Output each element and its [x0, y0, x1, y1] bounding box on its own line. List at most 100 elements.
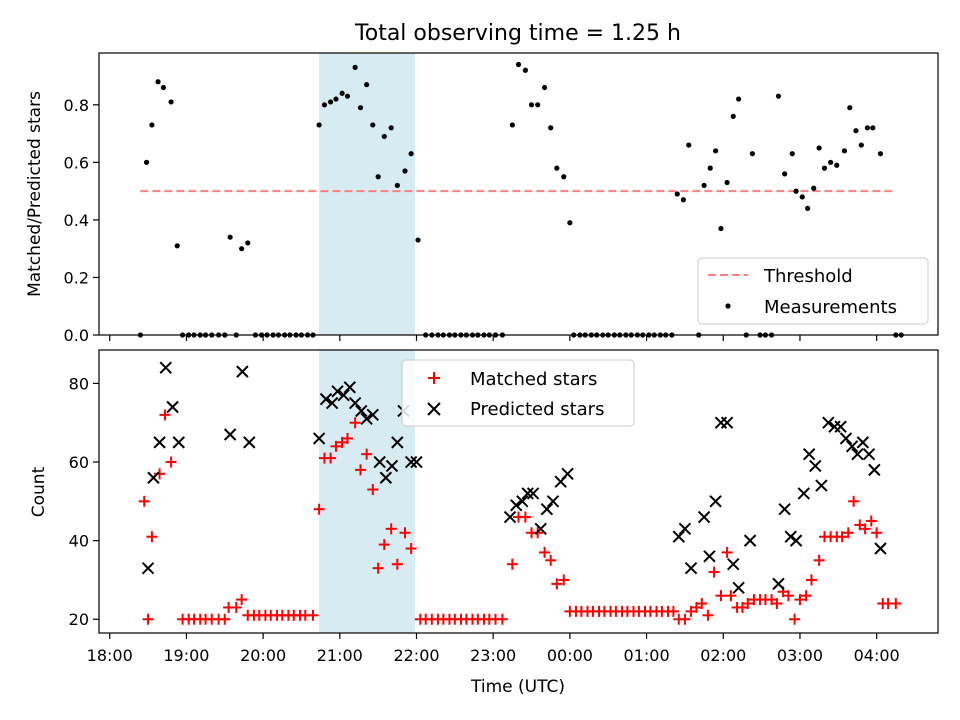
predicted-stars-point [521, 487, 534, 500]
matched-stars-point [558, 574, 570, 586]
predicted-stars-point [385, 459, 399, 473]
measurement-point [730, 113, 736, 119]
matched-stars-point [794, 594, 806, 606]
y-tick-label: 20 [69, 610, 89, 629]
matched-stars-point [165, 456, 177, 468]
predicted-stars-point [319, 392, 333, 406]
measurement-point [321, 102, 328, 108]
measurement-point [364, 82, 370, 88]
bottom-y-ticks: 20 40 60 80 [69, 374, 99, 629]
predicted-stars-point [343, 381, 356, 394]
top-y-ticks: 0.0 0.2 0.4 0.6 0.8 [64, 96, 99, 345]
matched-stars-point [399, 527, 411, 539]
y-tick-label: 0.8 [64, 96, 89, 115]
x-tick-label: 22:00 [393, 646, 439, 665]
measurement-point [227, 234, 233, 240]
measurement-point [509, 122, 515, 128]
legend-predicted-label: Predicted stars [470, 399, 604, 420]
bottom-axes-frame [98, 349, 939, 634]
legend-predicted-swatch [427, 402, 441, 416]
measurement-point [328, 99, 334, 105]
measurement-point [718, 225, 724, 232]
y-tick-label: 40 [69, 532, 89, 551]
measurement-point [858, 142, 864, 148]
matched-stars-point [367, 484, 379, 496]
measurement-point [561, 174, 567, 180]
measurement-point [535, 102, 541, 108]
measurement-point [149, 122, 155, 128]
predicted-stars-point [845, 440, 859, 453]
predicted-stars-point [561, 467, 574, 481]
predicted-stars-point [355, 404, 368, 418]
bottom-legend-box [401, 359, 635, 427]
matched-stars-point [230, 601, 242, 613]
measurement-point [333, 96, 339, 102]
matched-stars-point [842, 527, 854, 539]
predicted-stars-point [784, 530, 797, 543]
matched-stars-point [405, 542, 417, 554]
measurement-point [339, 90, 345, 96]
matched-stars-point [679, 613, 691, 625]
y-tick-label: 0.6 [64, 153, 89, 172]
measurement-point [799, 194, 805, 200]
predicted-stars-point [159, 361, 172, 374]
legend-measurements-label: Measurements [764, 297, 897, 318]
measurement-point [870, 125, 876, 131]
measurement-point [674, 191, 680, 197]
matched-stars-point [154, 468, 166, 480]
measurement-point [344, 93, 351, 99]
matched-stars-point [715, 590, 727, 602]
legend-threshold-label: Threshold [763, 266, 853, 287]
predicted-stars-point [223, 428, 237, 441]
measurement-point [821, 165, 828, 171]
predicted-stars-point [672, 530, 685, 543]
matched-stars-point [742, 598, 754, 610]
bottom-y-axis-label: Count [29, 466, 49, 517]
predicted-stars-point [714, 416, 728, 429]
predicted-stars-point [822, 416, 835, 429]
bottom-plot [138, 361, 902, 625]
measurement-point [793, 188, 799, 194]
measurement-point [789, 151, 795, 157]
predicted-stars-point [772, 577, 785, 591]
predicted-stars-point [153, 436, 166, 449]
x-tick-label: 04:00 [854, 646, 900, 665]
predicted-stars-point [809, 459, 822, 473]
matched-stars-point [372, 562, 384, 574]
predicted-stars-point [834, 420, 847, 433]
predicted-stars-point [366, 408, 379, 422]
matched-stars-point [702, 609, 714, 621]
matched-stars-point [848, 495, 860, 507]
predicted-stars-point [337, 388, 350, 402]
predicted-stars-point [678, 522, 692, 536]
measurement-point [375, 174, 381, 180]
matched-stars-point [146, 531, 158, 543]
x-tick-label: 01:00 [624, 646, 670, 665]
x-tick-label: 18:00 [87, 646, 133, 665]
predicted-stars-point [839, 432, 853, 445]
bottom-shaded-span [319, 350, 415, 633]
measurement-point [515, 61, 522, 68]
top-panel: 0.00.20.40.60.8 Matched/Predicted stars … [25, 52, 939, 345]
measurement-point [853, 128, 859, 134]
matched-stars-point [721, 546, 733, 558]
predicted-stars-point [166, 400, 179, 414]
chart-title: Total observing time = 1.25 h [354, 21, 681, 46]
measurement-point [554, 165, 560, 171]
y-tick-label: 0.4 [64, 211, 89, 230]
measurement-point [370, 122, 376, 128]
top-y-axis-label: Matched/Predicted stars [25, 91, 45, 297]
matched-stars-point [782, 590, 794, 602]
x-tick-label: 20:00 [240, 646, 286, 665]
predicted-stars-point [503, 510, 517, 524]
matched-stars-point [836, 531, 848, 543]
predicted-stars-point [797, 487, 810, 500]
matched-stars-point [519, 511, 531, 523]
measurement-point [707, 165, 713, 171]
measurement-point [736, 96, 742, 102]
y-tick-label: 0.2 [64, 268, 89, 287]
top-legend-box [697, 257, 929, 325]
measurement-point [408, 151, 414, 157]
top-shaded-span [319, 53, 415, 335]
measurement-point [749, 151, 756, 157]
